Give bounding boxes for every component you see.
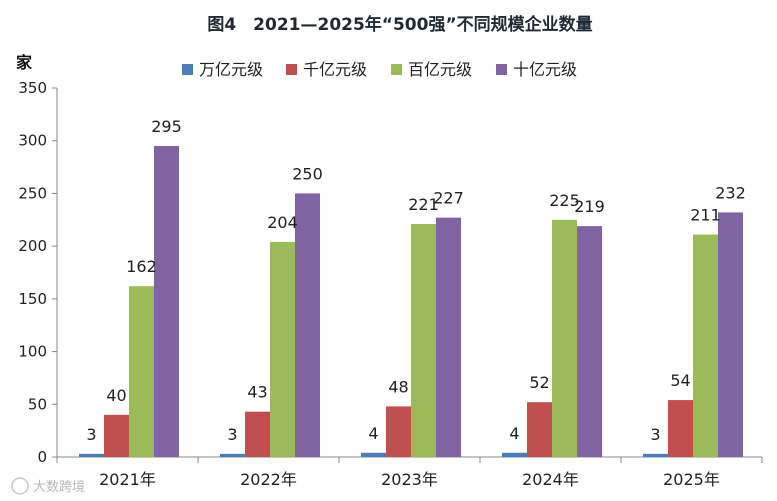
legend-label: 万亿元级 bbox=[199, 60, 263, 79]
data-label: 204 bbox=[267, 213, 298, 232]
bar bbox=[577, 226, 602, 457]
legend: 万亿元级 千亿元级 百亿元级 十亿元级 bbox=[182, 60, 577, 79]
y-tick-label: 200 bbox=[18, 237, 47, 255]
legend-swatch bbox=[496, 64, 507, 75]
bar bbox=[527, 402, 552, 457]
bar bbox=[245, 411, 270, 457]
bar bbox=[129, 286, 154, 457]
data-label: 3 bbox=[650, 425, 660, 444]
data-label: 3 bbox=[86, 425, 96, 444]
bars bbox=[79, 145, 743, 457]
watermark: 大数跨境 bbox=[11, 477, 85, 495]
bar bbox=[552, 219, 577, 457]
legend-label: 百亿元级 bbox=[408, 60, 472, 79]
y-tick-label: 50 bbox=[28, 395, 47, 413]
axes: 0 50 100 150 200 250 300 350 2021年 2022年 2023年 2024… bbox=[18, 79, 763, 489]
data-label: 162 bbox=[126, 257, 157, 276]
legend-label: 千亿元级 bbox=[303, 60, 367, 79]
data-label: 4 bbox=[368, 424, 378, 443]
bar bbox=[668, 400, 693, 457]
data-label: 4 bbox=[509, 424, 519, 443]
bar bbox=[386, 406, 411, 457]
legend-swatch bbox=[391, 64, 402, 75]
y-tick-label: 300 bbox=[18, 132, 47, 150]
y-tick-label: 100 bbox=[18, 343, 47, 361]
bar bbox=[154, 145, 179, 457]
bar bbox=[270, 241, 295, 457]
bar bbox=[718, 212, 743, 457]
y-axis-unit-label: 家 bbox=[16, 53, 33, 72]
chart-title: 图4 2021—2025年“500强”不同规模企业数量 bbox=[207, 14, 592, 35]
bar bbox=[295, 193, 320, 457]
legend-label: 十亿元级 bbox=[513, 60, 577, 79]
data-label: 221 bbox=[408, 195, 439, 214]
data-label: 232 bbox=[715, 183, 746, 202]
bar bbox=[643, 453, 668, 457]
x-tick-label: 2023年 bbox=[381, 470, 438, 489]
watermark-text: 大数跨境 bbox=[33, 480, 85, 495]
data-label: 54 bbox=[670, 371, 690, 390]
bar bbox=[79, 453, 104, 457]
data-label: 219 bbox=[574, 197, 605, 216]
data-label: 295 bbox=[151, 117, 182, 136]
legend-swatch bbox=[182, 64, 193, 75]
legend-swatch bbox=[286, 64, 297, 75]
data-label: 250 bbox=[292, 164, 323, 183]
y-tick-label: 350 bbox=[18, 79, 47, 97]
data-label: 3 bbox=[227, 425, 237, 444]
data-label: 40 bbox=[106, 386, 126, 405]
bar bbox=[220, 453, 245, 457]
x-tick-label: 2021年 bbox=[99, 470, 156, 489]
watermark-logo-icon bbox=[11, 477, 29, 495]
data-label: 211 bbox=[690, 206, 721, 225]
y-tick-label: 250 bbox=[18, 184, 47, 202]
bar bbox=[411, 224, 436, 457]
y-tick-label: 0 bbox=[37, 448, 47, 466]
data-label: 43 bbox=[247, 383, 267, 402]
bar bbox=[361, 452, 386, 457]
data-label: 227 bbox=[433, 189, 464, 208]
x-tick-label: 2025年 bbox=[663, 470, 720, 489]
bar bbox=[436, 217, 461, 457]
bar bbox=[502, 452, 527, 457]
data-label: 48 bbox=[388, 377, 408, 396]
x-tick-label: 2024年 bbox=[522, 470, 579, 489]
bar bbox=[693, 234, 718, 457]
data-label: 225 bbox=[549, 191, 580, 210]
data-label: 52 bbox=[529, 373, 549, 392]
y-tick-label: 150 bbox=[18, 290, 47, 308]
bar bbox=[104, 414, 129, 457]
x-tick-label: 2022年 bbox=[240, 470, 297, 489]
